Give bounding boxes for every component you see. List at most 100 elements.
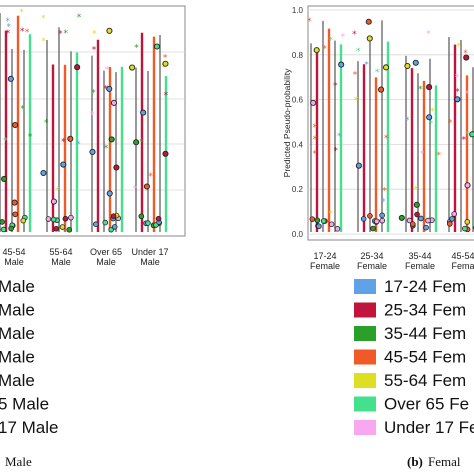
outlier-circle (404, 62, 411, 70)
legend-label: 5 Male (0, 395, 49, 414)
outlier-star: * (462, 135, 467, 145)
outlier-circle (412, 59, 419, 66)
point (360, 216, 367, 222)
point (110, 213, 117, 219)
outlier-star: * (354, 96, 359, 106)
outlier-star: * (341, 33, 346, 43)
point (50, 216, 57, 223)
outlier-circle (143, 183, 150, 190)
y-tick-label: 0.2 (292, 185, 304, 194)
point (425, 217, 431, 224)
outlier-star: * (337, 132, 342, 142)
point (155, 215, 162, 222)
x-tick-label: Under 17 Male (131, 247, 168, 267)
point (462, 225, 468, 232)
outlier-circle (129, 64, 136, 71)
outlier-star: * (44, 119, 49, 129)
outlier-star: * (76, 140, 81, 150)
outlier-star: * (133, 184, 138, 194)
outlier-circle (463, 54, 470, 61)
y-tick-label: 0.0 (292, 230, 304, 239)
outlier-star: * (55, 186, 60, 196)
outlier-circle (413, 201, 420, 208)
outlier-circle (366, 35, 373, 42)
point (0, 219, 5, 225)
point (379, 212, 385, 219)
legend-label: Male (0, 348, 35, 367)
legend-label: Male (0, 277, 35, 296)
outlier-circle (378, 86, 385, 93)
x-tick-label: 17-24 Female (310, 251, 340, 271)
outlier-circle (310, 99, 317, 106)
point (451, 211, 457, 217)
panel-b-caption-label: (b) (407, 454, 423, 469)
point (328, 221, 335, 228)
point (316, 223, 322, 230)
outlier-circle (89, 148, 96, 155)
outlier-circle (153, 43, 160, 50)
outlier-star: * (375, 68, 380, 78)
outlier-circle (454, 96, 461, 103)
point (111, 224, 118, 230)
point (334, 226, 341, 232)
x-tick-label: 45-54 Male (2, 247, 25, 267)
outlier-star: * (364, 60, 369, 70)
outlier-star: * (430, 107, 435, 117)
y-tick-label: 0.6 (292, 96, 304, 105)
point (20, 217, 27, 224)
legend-label: Male (0, 324, 35, 343)
outlier-star: * (448, 119, 453, 129)
point (309, 216, 316, 222)
point (410, 221, 416, 227)
legend-swatch (354, 420, 376, 435)
outlier-circle (162, 150, 169, 157)
outlier-star: * (91, 88, 96, 98)
point (66, 226, 73, 233)
legend-swatch (354, 373, 376, 388)
outlier-circle (313, 47, 320, 54)
y-tick-label: 1.0 (292, 6, 304, 15)
outlier-star: * (140, 138, 145, 148)
outlier-circle (162, 60, 169, 67)
x-tick-label: 45-54 Fema (451, 251, 474, 271)
outlier-star: * (61, 138, 66, 148)
outlier-star: * (455, 73, 460, 83)
outlier-star: * (333, 82, 338, 92)
outlier-star: * (382, 187, 387, 197)
outlier-circle (67, 135, 74, 142)
legend-label: 25-34 Fem (384, 301, 466, 320)
legend-swatch (354, 396, 376, 412)
panel-b-legend: 17-24 Fem 25-34 Fem 35-44 Fem 45-54 Fem 55-6… (354, 277, 474, 437)
outlier-star: * (6, 22, 11, 32)
outlier-star: * (456, 42, 461, 52)
outlier-star: * (58, 29, 63, 39)
outlier-star: * (420, 149, 425, 159)
x-tick-label: 55-64 Male (49, 247, 72, 267)
outlier-star: * (104, 144, 109, 154)
outlier-star: * (0, 90, 1, 100)
outlier-star: * (463, 49, 468, 59)
outlier-circle (1, 175, 8, 182)
outlier-star: * (465, 130, 470, 140)
legend-swatch (354, 326, 376, 341)
point (45, 216, 52, 222)
panel-a-legend: Male Male Male Male Male 5 Male 17 Male (0, 277, 58, 437)
outlier-star: * (28, 132, 33, 142)
legend-swatch (354, 279, 376, 294)
outlier-star: * (6, 29, 11, 39)
point (320, 218, 327, 224)
legend-label: Over 65 Fe (384, 395, 469, 414)
outlier-star: * (329, 36, 334, 46)
point (406, 217, 413, 224)
outlier-circle (12, 121, 19, 129)
point (102, 219, 109, 226)
legend-label: 17 Male (0, 418, 58, 437)
point (68, 214, 74, 221)
outlier-star: * (163, 53, 168, 63)
outlier-star: * (77, 13, 82, 23)
point (0, 226, 7, 233)
point (414, 211, 420, 218)
panel-b-y-axis-label: Predicted Pseudo-probability (282, 68, 292, 177)
outlier-star: * (436, 151, 441, 161)
